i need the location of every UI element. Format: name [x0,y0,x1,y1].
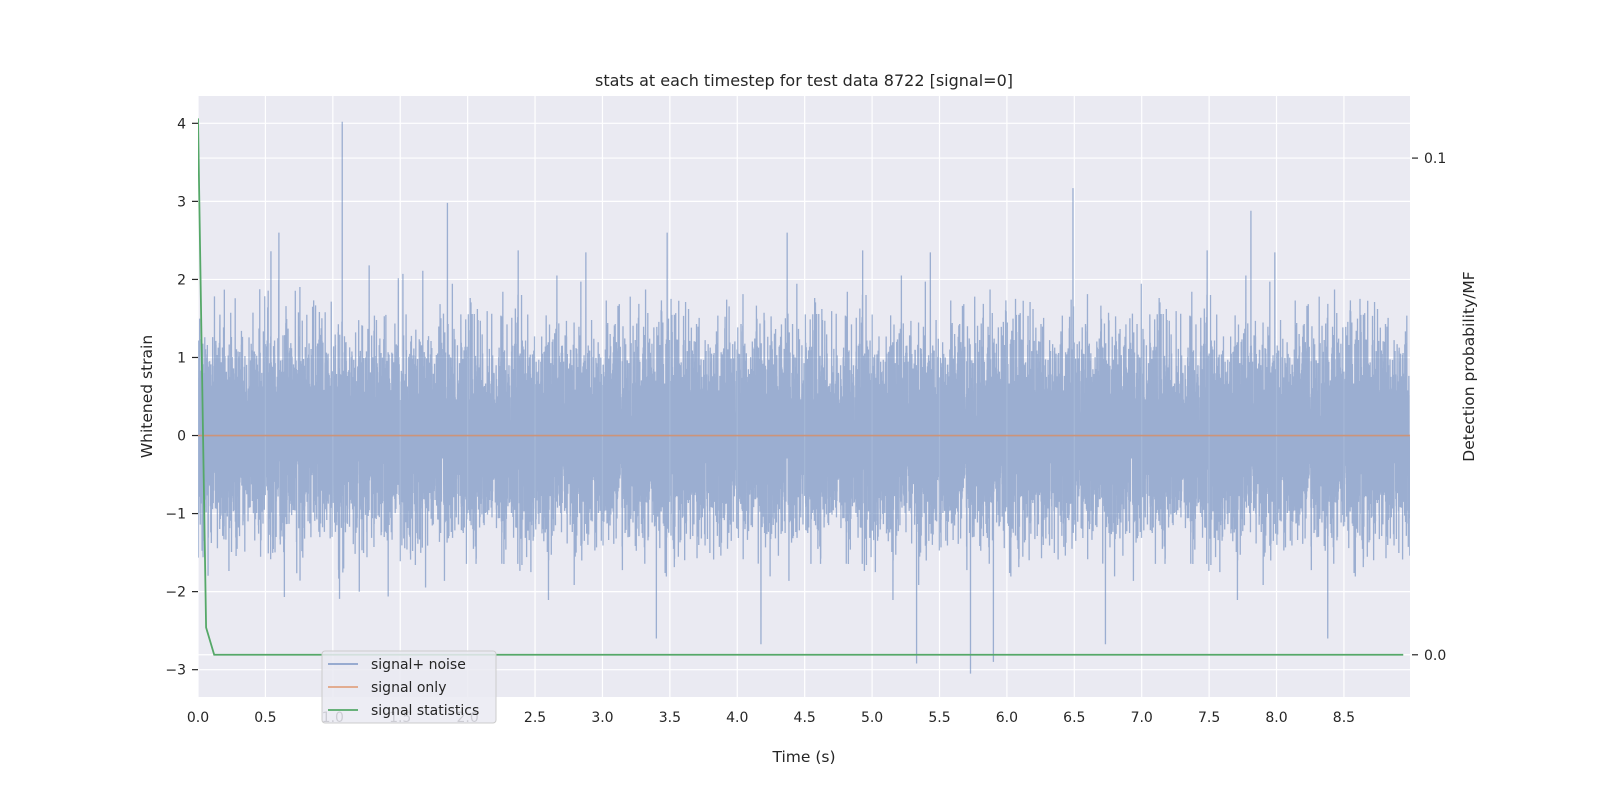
series-signal-noise [198,121,1410,674]
legend-box [321,650,497,724]
y-tick-label: 3 [177,194,186,210]
x-tick-label: 8.0 [1265,710,1287,726]
y-tick-label: 2 [177,272,186,288]
plot-area [198,118,1410,674]
x-tick-label: 5.0 [861,710,883,726]
y2-tick-label: 0.0 [1424,648,1446,664]
y2-axis-ticks: 0.0 0.1 [1412,151,1446,664]
x-tick-label: 3.0 [591,710,613,726]
x-tick-label: 6.0 [996,710,1018,726]
y-tick-label: −2 [165,585,186,601]
y2-axis-label: Detection probability/MF [1460,271,1478,462]
x-tick-label: 0.5 [254,710,276,726]
y-tick-label: 1 [177,350,186,366]
chart-title: stats at each timestep for test data 872… [595,71,1013,90]
x-tick-label: 7.0 [1131,710,1153,726]
x-tick-label: 7.5 [1198,710,1220,726]
y-tick-label: 4 [177,116,186,132]
y-tick-label: 0 [177,429,186,445]
legend-entry-signal-noise: signal+ noise [371,657,466,673]
x-tick-label: 0.0 [187,710,209,726]
y-axis-label: Whitened strain [138,335,156,458]
series-signal-statistics [198,118,1404,656]
x-tick-label: 8.5 [1333,710,1355,726]
x-tick-label: 6.5 [1063,710,1085,726]
y-tick-label: −3 [165,663,186,679]
legend-entry-signal-only: signal only [371,680,446,696]
x-tick-label: 5.5 [928,710,950,726]
y2-tick-label: 0.1 [1424,151,1446,167]
x-tick-label: 2.5 [524,710,546,726]
y-axis-ticks: −3 −2 −1 0 1 2 3 4 [165,116,198,679]
y-tick-label: −1 [165,507,186,523]
x-axis-label: Time (s) [771,748,835,766]
legend: signal+ noise signal only signal statist… [321,650,497,724]
legend-entry-signal-statistics: signal statistics [371,703,479,719]
x-tick-label: 3.5 [659,710,681,726]
x-tick-label: 4.5 [794,710,816,726]
x-tick-label: 4.0 [726,710,748,726]
